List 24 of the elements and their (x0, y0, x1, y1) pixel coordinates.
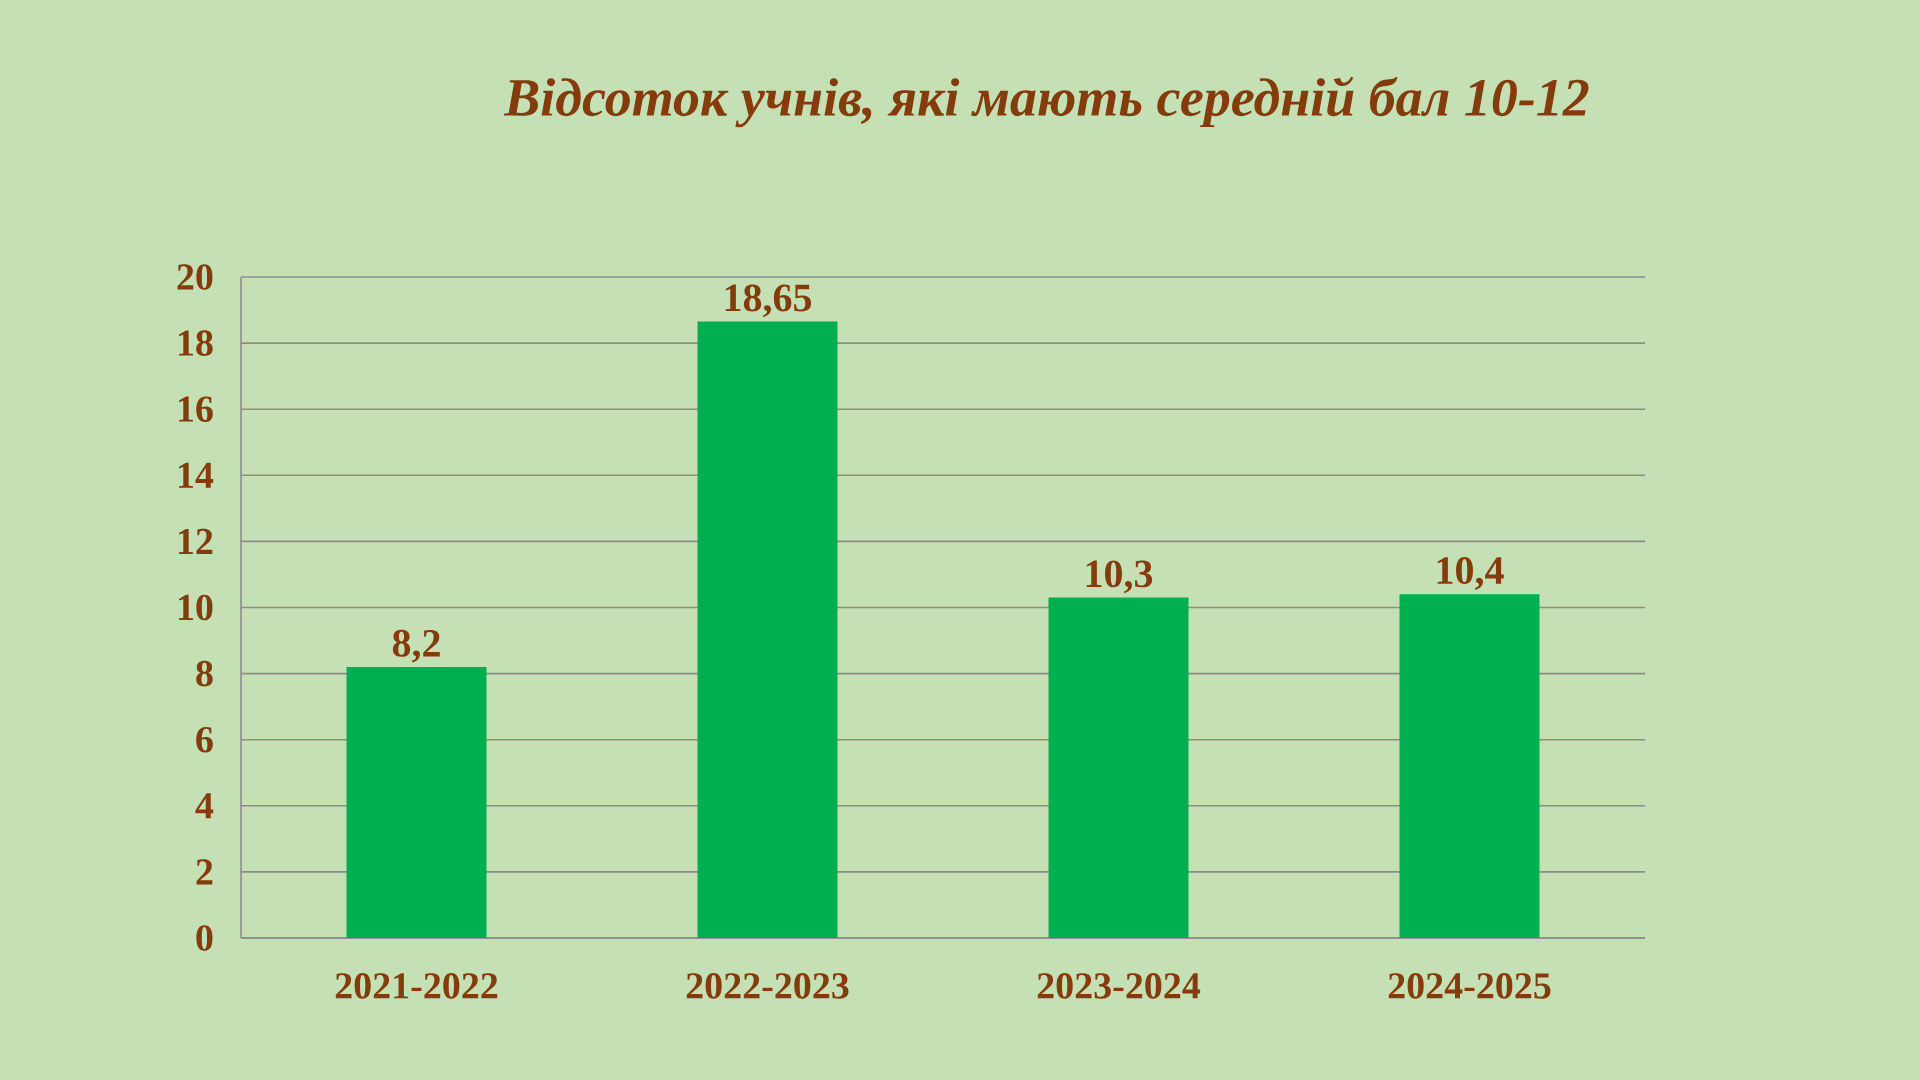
y-tick-label: 10 (178, 594, 213, 621)
y-tick-label: 4 (195, 793, 214, 819)
y-tick-label: 2 (196, 859, 213, 885)
y-tick-label: 20 (177, 264, 213, 290)
data-label: 8,2 (392, 629, 440, 663)
y-tick-label: 6 (196, 726, 213, 753)
x-tick-label: 2021-2022 (335, 973, 498, 999)
y-tick-label: 12 (178, 528, 213, 554)
data-label: 10,3 (1086, 560, 1153, 594)
x-tick-label: 2022-2023 (686, 973, 849, 999)
y-tick-label: 16 (178, 396, 213, 422)
bar (1048, 597, 1189, 938)
y-tick-label: 8 (196, 660, 213, 687)
data-label: 18,65 (725, 284, 812, 318)
y-tick-label: 0 (196, 925, 213, 951)
x-tick-label: 2023-2024 (1037, 973, 1201, 999)
y-tick-label: 14 (178, 462, 214, 488)
chart-title: Відсоток учнів, які мають середній бал 10-12 (503, 76, 1589, 128)
bar (346, 666, 487, 938)
y-tick-label: 18 (178, 330, 213, 356)
bar (1399, 594, 1540, 938)
x-tick-label: 2024-2025 (1388, 973, 1551, 999)
data-label: 10,4 (1437, 557, 1504, 590)
bar (697, 321, 838, 938)
